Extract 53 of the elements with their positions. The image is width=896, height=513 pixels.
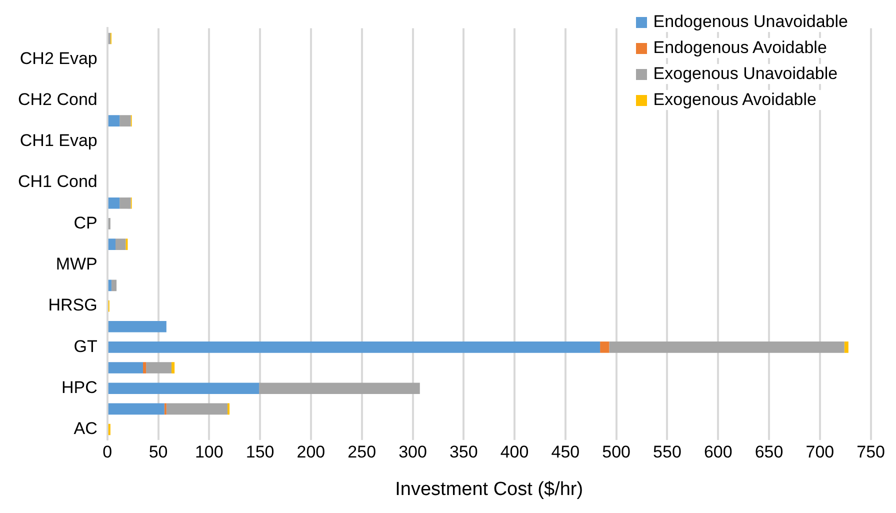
x-tick-label: 200 bbox=[296, 442, 326, 462]
bar bbox=[146, 362, 172, 374]
bar bbox=[844, 342, 848, 353]
bar bbox=[108, 403, 164, 415]
bar bbox=[108, 342, 600, 353]
y-tick-label: CH2 Evap bbox=[20, 48, 98, 68]
legend-label: Endogenous Unavoidable bbox=[653, 12, 848, 32]
x-tick-label: 500 bbox=[602, 442, 631, 462]
y-tick-label: CH1 Evap bbox=[20, 131, 98, 150]
bar bbox=[120, 115, 131, 126]
x-axis-title: Investment Cost ($/hr) bbox=[395, 478, 584, 500]
bar bbox=[120, 197, 131, 209]
legend-label: Exogenous Avoidable bbox=[653, 90, 816, 110]
bar bbox=[108, 362, 143, 374]
bar bbox=[108, 238, 116, 250]
bar bbox=[227, 403, 230, 415]
y-tick-label: MWP bbox=[56, 254, 98, 274]
bar bbox=[609, 342, 844, 353]
y-tick-label: CH2 Cond bbox=[18, 90, 98, 109]
x-tick-label: 600 bbox=[704, 442, 732, 462]
bar bbox=[108, 320, 166, 332]
x-tick-label: 300 bbox=[398, 442, 427, 462]
x-tick-label: 150 bbox=[246, 442, 274, 462]
y-tick-label: CH1 Cond bbox=[18, 172, 98, 192]
bar bbox=[108, 115, 120, 126]
x-tick-label: 750 bbox=[856, 442, 886, 462]
bar bbox=[600, 342, 610, 353]
y-tick-label: CP bbox=[74, 213, 98, 232]
x-tick-label: 650 bbox=[754, 442, 784, 462]
bar bbox=[116, 238, 126, 250]
bar bbox=[108, 197, 120, 209]
x-tick-label: 400 bbox=[500, 442, 529, 462]
x-tick-label: 100 bbox=[194, 442, 224, 462]
x-tick-label: 50 bbox=[148, 442, 168, 462]
bar bbox=[259, 382, 420, 394]
y-tick-label: GT bbox=[74, 336, 98, 356]
x-tick-label: 450 bbox=[551, 442, 580, 462]
bar bbox=[108, 280, 112, 292]
x-tick-label: 700 bbox=[806, 442, 834, 462]
bar bbox=[166, 403, 228, 415]
x-tick-label: 250 bbox=[348, 442, 376, 462]
x-tick-label: 0 bbox=[102, 442, 112, 462]
x-tick-label: 350 bbox=[449, 442, 478, 462]
legend-label: Exogenous Unavoidable bbox=[653, 64, 838, 84]
y-tick-label: HRSG bbox=[48, 296, 98, 315]
bar bbox=[143, 362, 146, 374]
bar bbox=[111, 280, 117, 292]
legend-label: Endogenous Avoidable bbox=[653, 38, 827, 58]
y-tick-label: HPC bbox=[61, 378, 98, 398]
y-tick-label: AC bbox=[74, 419, 98, 438]
x-tick-label: 550 bbox=[653, 442, 682, 462]
bar bbox=[108, 382, 260, 394]
bar bbox=[172, 362, 175, 374]
